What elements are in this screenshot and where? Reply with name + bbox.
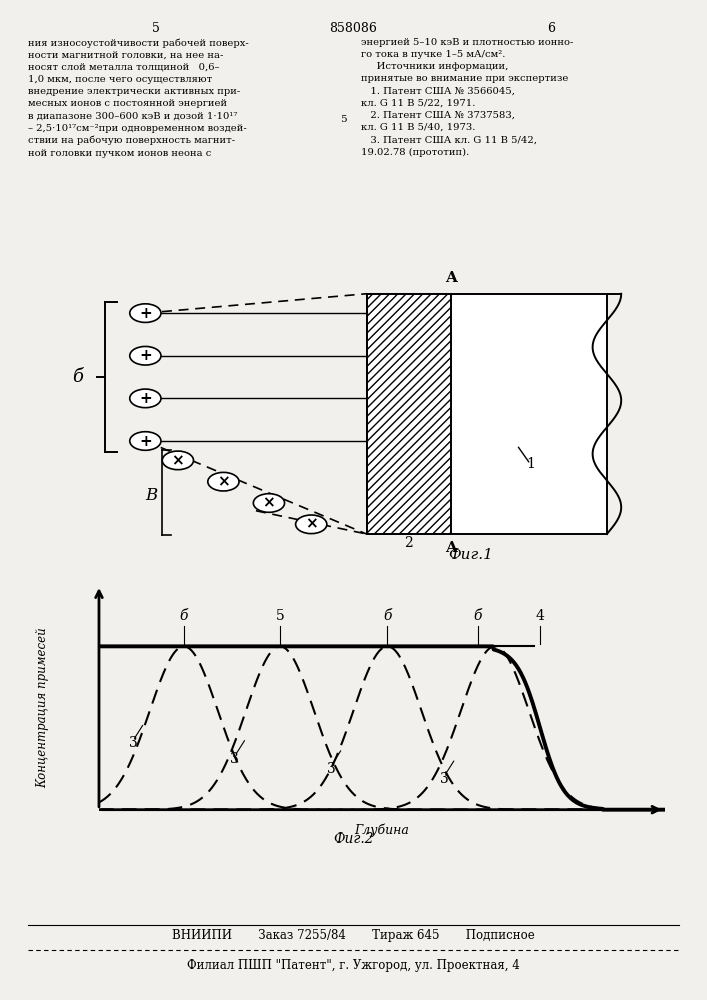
- Text: Филиал ПШП "Патент", г. Ужгород, ул. Проектная, 4: Филиал ПШП "Патент", г. Ужгород, ул. Про…: [187, 958, 520, 972]
- Text: 5: 5: [276, 609, 284, 623]
- Circle shape: [253, 494, 284, 512]
- Text: 3: 3: [440, 772, 448, 786]
- Text: Концентрация примесей: Концентрация примесей: [36, 627, 49, 788]
- Text: B: B: [146, 487, 158, 504]
- Text: +: +: [139, 306, 152, 321]
- Circle shape: [130, 304, 161, 322]
- Circle shape: [130, 346, 161, 365]
- Text: 858086: 858086: [329, 22, 378, 35]
- Text: 2: 2: [404, 536, 413, 550]
- Text: б: б: [72, 368, 83, 386]
- Polygon shape: [366, 294, 607, 534]
- Text: +: +: [139, 348, 152, 363]
- Text: A: A: [445, 271, 457, 285]
- Text: ×: ×: [217, 474, 230, 489]
- Text: 3: 3: [327, 762, 335, 776]
- Text: 4: 4: [536, 609, 544, 623]
- Text: Глубина: Глубина: [354, 824, 409, 837]
- Text: ВНИИПИ       Заказ 7255/84       Тираж 645       Подписное: ВНИИПИ Заказ 7255/84 Тираж 645 Подписное: [172, 928, 535, 942]
- Circle shape: [130, 389, 161, 408]
- Text: ×: ×: [262, 495, 275, 510]
- Text: б: б: [383, 609, 392, 623]
- Text: ×: ×: [172, 453, 185, 468]
- Text: +: +: [139, 391, 152, 406]
- Text: энергией 5–10 кэВ и плотностью ионно-
го тока в пучке 1–5 мА/см².
     Источники: энергией 5–10 кэВ и плотностью ионно- го…: [361, 38, 573, 157]
- Text: Фиг.2: Фиг.2: [333, 832, 374, 846]
- Text: 5: 5: [151, 22, 160, 35]
- Text: 6: 6: [547, 22, 556, 35]
- Text: ×: ×: [305, 517, 317, 532]
- Text: 3: 3: [129, 736, 137, 750]
- Text: A: A: [445, 541, 457, 555]
- Text: +: +: [139, 434, 152, 448]
- Text: 5: 5: [339, 115, 346, 124]
- Circle shape: [208, 472, 239, 491]
- Text: б: б: [180, 609, 188, 623]
- Text: 1: 1: [526, 457, 535, 471]
- Text: Фиг.1: Фиг.1: [448, 548, 493, 562]
- Text: 3: 3: [230, 752, 239, 766]
- Text: ния износоустойчивости рабочей поверх-
ности магнитной головки, на нее на-
носят: ния износоустойчивости рабочей поверх- н…: [28, 38, 249, 158]
- Polygon shape: [366, 294, 451, 534]
- Circle shape: [296, 515, 327, 534]
- Circle shape: [163, 451, 194, 470]
- Text: б: б: [474, 609, 482, 623]
- Circle shape: [130, 432, 161, 450]
